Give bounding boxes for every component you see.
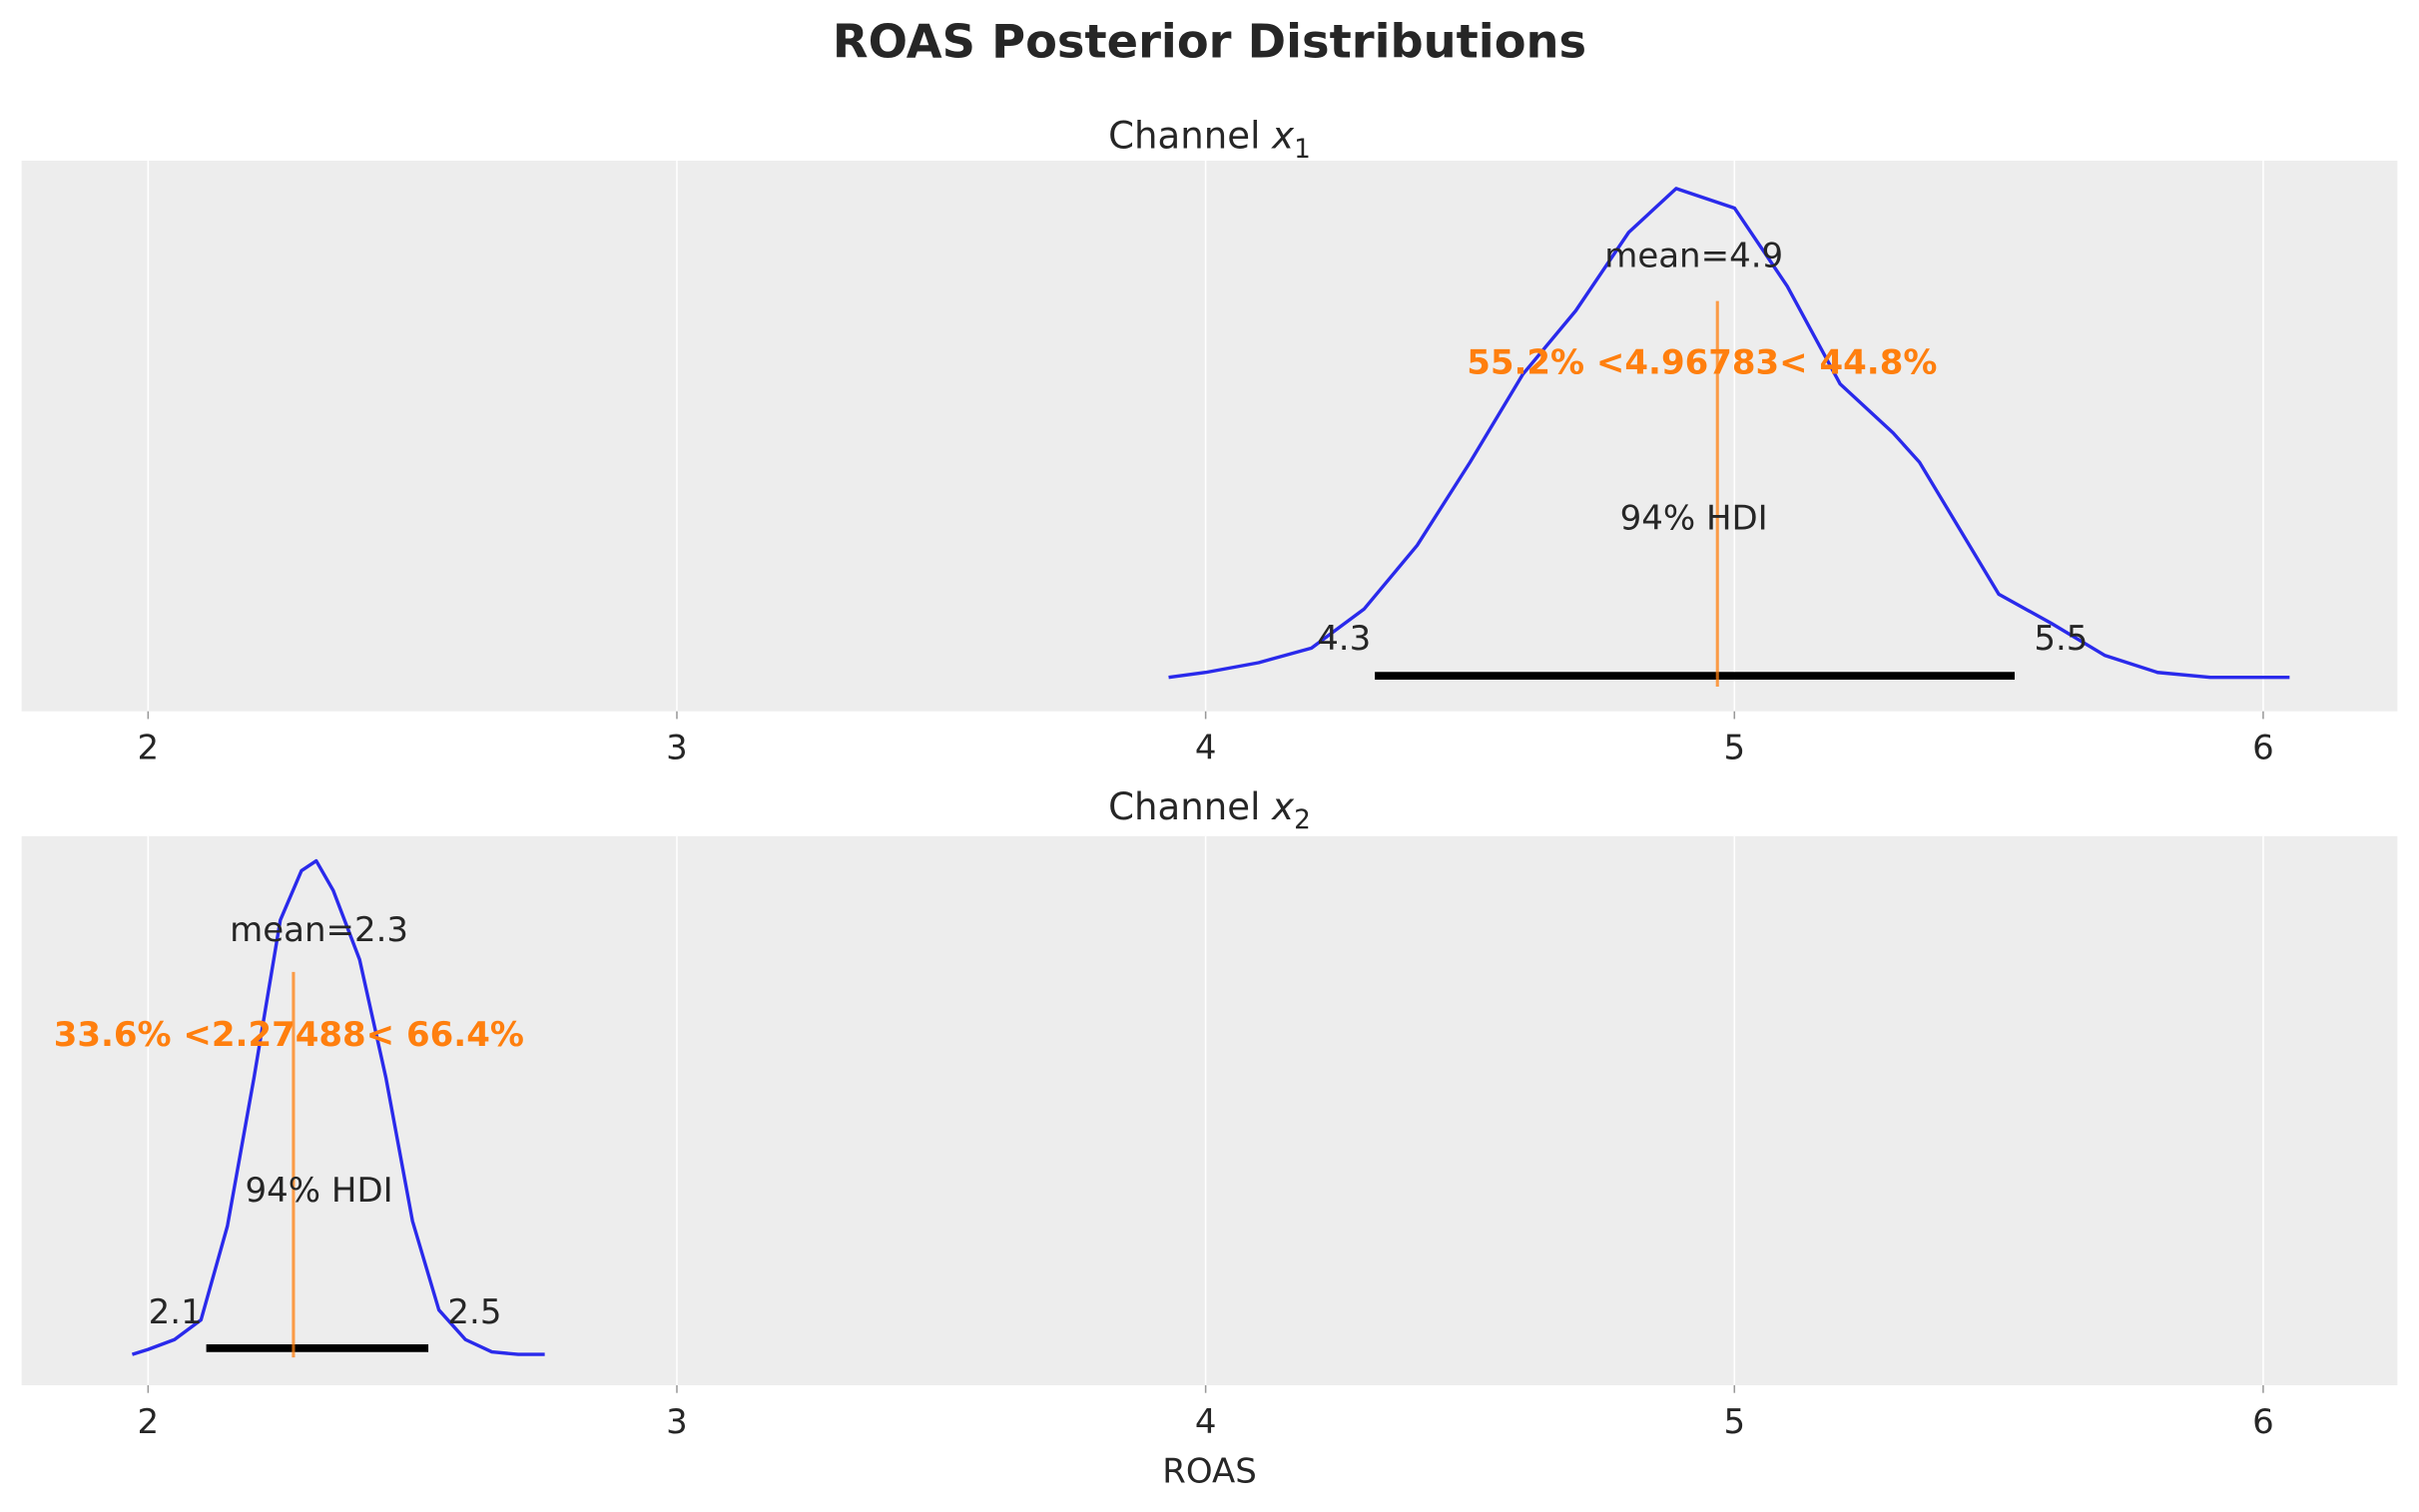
x-tick-label: 3: [666, 729, 688, 768]
reference-label: 33.6% <2.27488< 66.4%: [54, 1015, 524, 1055]
hdi-label: 94% HDI: [246, 1171, 393, 1211]
panel-2: 2 3 4 5 6 Channel x2 mean=2.3 33.6% <2.27488< 6…: [21, 785, 2398, 1442]
density-curve: [131, 858, 545, 1356]
x-tick-label: 2: [138, 1402, 160, 1442]
x-tick-label: 5: [1723, 1402, 1745, 1442]
plot-area: [21, 835, 2398, 1385]
x-axis-label: ROAS: [1162, 1451, 1257, 1491]
x-tick-label: 4: [1195, 1402, 1217, 1442]
x-tick-label: 6: [2252, 729, 2274, 768]
hdi-low-label: 2.1: [149, 1292, 203, 1332]
plot-area: [21, 161, 2398, 712]
panel-title: Channel x1: [1108, 115, 1311, 165]
hdi-high-label: 5.5: [2034, 619, 2088, 659]
hdi-low-label: 4.3: [1317, 619, 1371, 659]
x-tick-label: 6: [2252, 1402, 2274, 1442]
panel-title: Channel x2: [1108, 785, 1311, 835]
x-tick-label: 5: [1723, 729, 1745, 768]
x-tick-label: 4: [1195, 729, 1217, 768]
hdi-label: 94% HDI: [1620, 498, 1768, 538]
mean-label: mean=4.9: [1604, 237, 1783, 276]
chart-title: ROAS Posterior Distributions: [833, 14, 1586, 68]
x-tick-label: 3: [666, 1402, 688, 1442]
panel-1: 2 3 4 5 6 Channel x1 mean=4.9 55.2% <4.96783< 4…: [21, 115, 2398, 768]
x-tick-label: 2: [138, 729, 160, 768]
density-curve: [1168, 187, 2290, 680]
reference-label: 55.2% <4.96783< 44.8%: [1467, 342, 1937, 382]
hdi-high-label: 2.5: [447, 1292, 501, 1332]
mean-label: mean=2.3: [230, 910, 408, 950]
